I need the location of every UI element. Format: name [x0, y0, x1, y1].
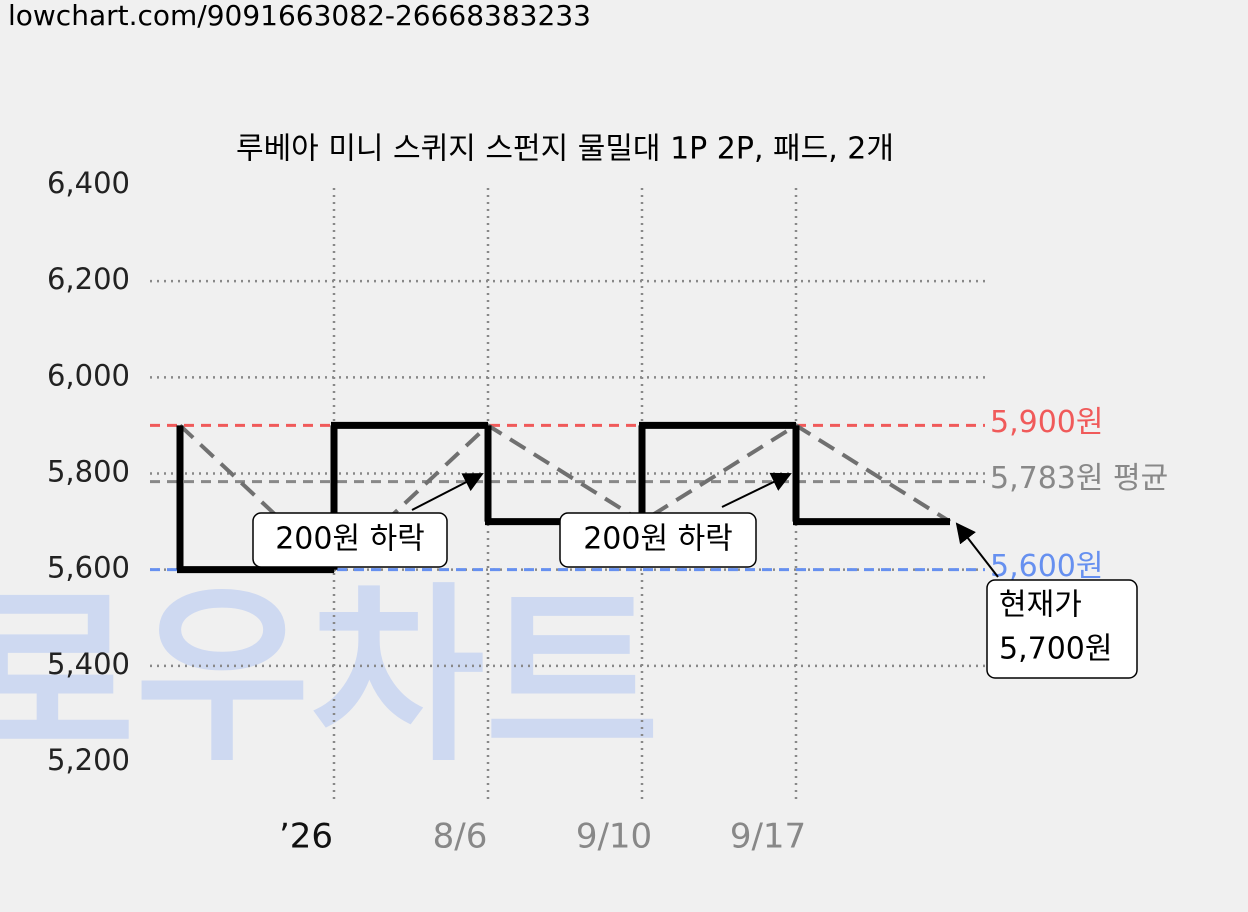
y-tick-label: 5,200: [47, 743, 130, 777]
y-tick-label: 6,200: [47, 262, 130, 296]
y-tick-label: 5,800: [47, 455, 130, 489]
reference-label: 5,783원 평균: [990, 461, 1168, 496]
annotation-text: 현재가: [999, 588, 1082, 623]
annotation-arrow: [955, 522, 999, 578]
annotation-text: 5,700원: [999, 632, 1112, 667]
annotation-text: 200원 하락: [583, 522, 733, 557]
chart-title: 루베아 미니 스퀴지 스펀지 물밀대 1P 2P, 패드, 2개: [236, 132, 894, 167]
y-tick-label: 5,600: [47, 551, 130, 585]
annotation-box: [559, 512, 757, 568]
annotation-box: [986, 579, 1138, 679]
annotation-arrow: [411, 473, 484, 511]
watermark: 로우차트: [0, 566, 660, 787]
reference-label: 5,600원: [990, 549, 1103, 584]
x-tick-label: 8/6: [433, 817, 488, 857]
y-tick-label: 6,400: [47, 166, 130, 200]
annotation-text: 200원 하락: [275, 522, 425, 557]
y-tick-label: 6,000: [47, 358, 130, 392]
y-tick-label: 5,400: [47, 647, 130, 681]
x-tick-label: 9/10: [576, 817, 652, 857]
x-tick-label: ’26: [279, 817, 333, 857]
annotation-box: [252, 512, 448, 568]
x-tick-label: 9/17: [730, 817, 806, 857]
reference-label: 5,900원: [990, 405, 1103, 440]
header-url: lowchart.com/9091663082-26668383233: [8, 0, 591, 32]
annotation-arrow: [721, 472, 792, 508]
